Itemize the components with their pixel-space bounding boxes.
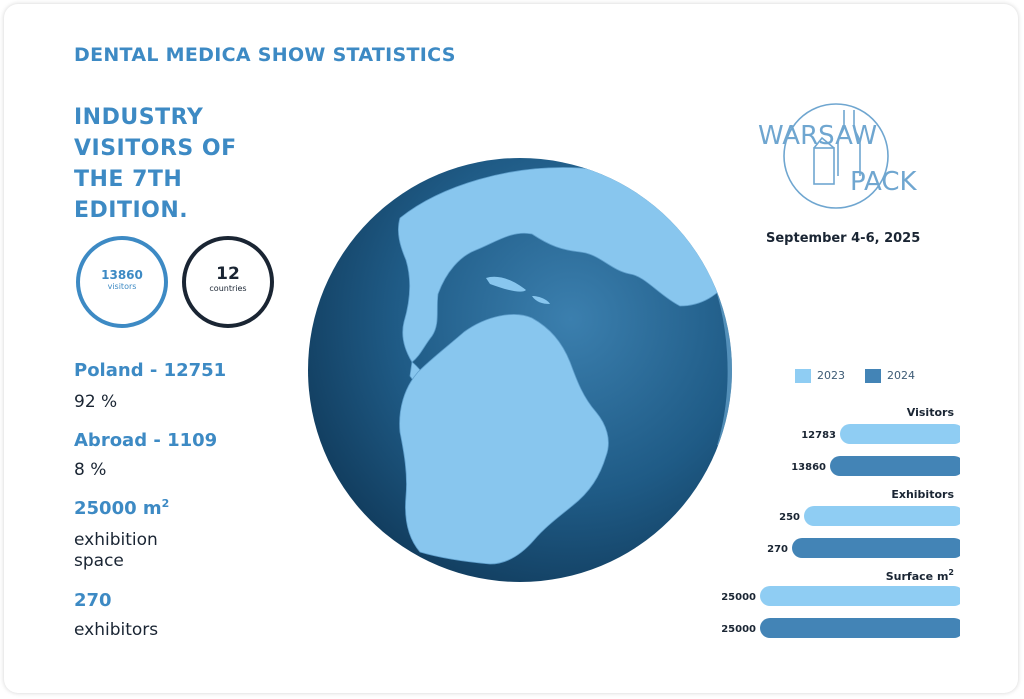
visitors-label: visitors bbox=[107, 282, 137, 291]
bar-exhibitors-2024 bbox=[792, 538, 960, 558]
logo-line-1: WARSAW bbox=[758, 121, 877, 151]
comparison-bar-chart: Visitors 12783 13860 Exhibitors 250 270 Surfac… bbox=[721, 406, 960, 638]
bar-visitors-2023 bbox=[840, 424, 960, 444]
legend-label-2024: 2024 bbox=[887, 369, 915, 382]
bar-surface-m-2023 bbox=[760, 586, 960, 606]
globe-illustration bbox=[308, 158, 732, 582]
bar-value-surface-m-2023: 25000 bbox=[721, 592, 756, 603]
space-stat-label-1: exhibition bbox=[74, 530, 158, 550]
countries-circle: 12 countries bbox=[182, 236, 274, 328]
bar-value-surface-m-2024: 25000 bbox=[721, 624, 756, 635]
event-date: September 4-6, 2025 bbox=[766, 231, 921, 246]
logo-ring bbox=[783, 103, 889, 209]
legend-swatch-2024 bbox=[865, 369, 881, 383]
group-label-exhibitors: Exhibitors bbox=[891, 488, 954, 501]
visitors-count: 13860 bbox=[101, 268, 143, 282]
poland-stat-percent: 92 % bbox=[74, 392, 118, 412]
poland-stat-heading: Poland - 12751 bbox=[74, 360, 227, 381]
industry-heading: INDUSTRY VISITORS OF THE 7TH EDITION. bbox=[74, 105, 237, 223]
visitors-circle: 13860 visitors bbox=[76, 236, 168, 328]
abroad-stat-heading: Abroad - 1109 bbox=[74, 430, 218, 451]
legend-label-2023: 2023 bbox=[817, 369, 845, 382]
abroad-stat-percent: 8 % bbox=[74, 460, 107, 480]
logo-line-2: PACK bbox=[850, 167, 917, 197]
bar-value-exhibitors-2024: 270 bbox=[767, 544, 788, 555]
bar-exhibitors-2023 bbox=[804, 506, 960, 526]
group-label-visitors: Visitors bbox=[907, 406, 955, 419]
group-label-surface-m: Surface m2 bbox=[886, 568, 954, 583]
exhibitors-stat-label: exhibitors bbox=[74, 620, 159, 640]
space-stat-label-2: space bbox=[74, 551, 124, 571]
space-stat-value: 25000 m bbox=[74, 498, 162, 519]
legend-swatch-2023 bbox=[795, 369, 811, 383]
caribbean-islands bbox=[486, 276, 550, 304]
logo-bottle-icon bbox=[813, 110, 861, 185]
countries-count: 12 bbox=[216, 264, 240, 284]
bar-visitors-2024 bbox=[830, 456, 960, 476]
warsaw-pack-logo: WARSAW PACK bbox=[758, 103, 917, 209]
south-america-landmass bbox=[399, 314, 609, 565]
show-title: DENTAL MEDICA SHOW STATISTICS bbox=[74, 44, 456, 66]
countries-label: countries bbox=[209, 284, 247, 293]
bar-surface-m-2024 bbox=[760, 618, 960, 638]
exhibitors-stat-heading: 270 bbox=[74, 590, 112, 611]
bar-value-visitors-2024: 13860 bbox=[791, 462, 826, 473]
bar-value-visitors-2023: 12783 bbox=[801, 430, 836, 441]
space-stat-sup: 2 bbox=[161, 497, 170, 510]
space-stat-heading: 25000 m2 bbox=[74, 498, 169, 519]
bar-value-exhibitors-2023: 250 bbox=[779, 512, 800, 523]
